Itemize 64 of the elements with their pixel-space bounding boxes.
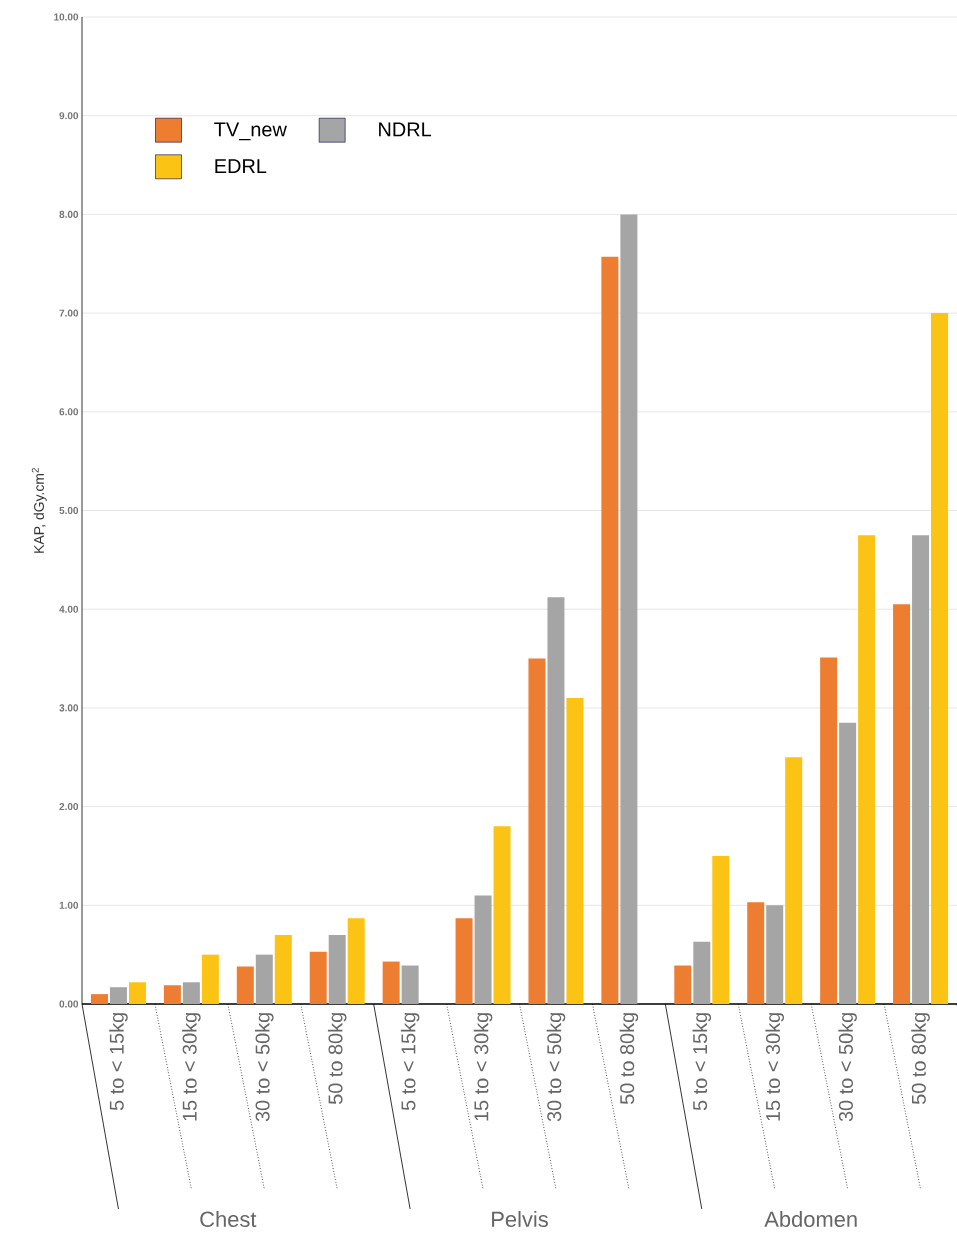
- y-tick-label: 1.00: [59, 901, 79, 909]
- x-tick-label: 50 to 80kg: [911, 1013, 930, 1105]
- y-tick-label: 0.00: [59, 1000, 79, 1008]
- bar: [693, 941, 711, 1004]
- legend-label: TV_new: [214, 122, 287, 141]
- x-tick-label: 15 to < 30kg: [473, 1013, 493, 1121]
- x-tick-label: 5 to < 15kg: [400, 1013, 420, 1111]
- bar: [309, 951, 327, 1004]
- text: Pelvis: [492, 1210, 548, 1228]
- bar: [620, 214, 638, 1004]
- bar: [785, 757, 803, 1004]
- x-tick-label: 30 to < 50kg: [255, 1013, 274, 1122]
- x-tick-label: 50 to 80kg: [327, 1013, 347, 1105]
- legend-label: EDRL: [215, 159, 267, 173]
- bar: [163, 985, 181, 1004]
- bar: [566, 698, 584, 1004]
- bar: [328, 934, 346, 1004]
- bar: [493, 826, 511, 1004]
- text: Chest: [200, 1210, 257, 1228]
- y-tick-label: 7.00: [59, 309, 79, 317]
- bar: [401, 965, 419, 1004]
- bar: [839, 722, 857, 1004]
- bar: [255, 954, 273, 1004]
- bar: [766, 905, 784, 1004]
- x-tick-label: 5 to < 15kg: [109, 1013, 128, 1111]
- bar: [236, 966, 254, 1004]
- bar: [601, 256, 619, 1004]
- x-tick-label: 50 to 80kg: [619, 1013, 639, 1105]
- bar: [674, 965, 692, 1004]
- y-tick-label: 4.00: [59, 605, 79, 613]
- bar: [128, 982, 146, 1004]
- y-tick-label: 10.00: [54, 13, 79, 21]
- bar: [893, 604, 911, 1004]
- bar: [547, 597, 565, 1004]
- legend-label: NDRL: [379, 122, 432, 137]
- y-tick-label: 6.00: [59, 408, 79, 416]
- bar: [912, 535, 930, 1004]
- bar: [931, 313, 949, 1004]
- bar: [455, 918, 473, 1004]
- bar: [747, 902, 765, 1004]
- y-tick-label: 3.00: [59, 704, 79, 712]
- bar: [201, 954, 219, 1004]
- bar: [90, 994, 108, 1004]
- bar: [274, 934, 292, 1004]
- bar: [712, 855, 730, 1004]
- y-tick-label: 5.00: [59, 506, 79, 515]
- bar: [820, 657, 838, 1004]
- y-axis-title: KAP, dGy.cm$^{2}$: [31, 468, 47, 553]
- x-tick-label: 30 to < 50kg: [838, 1013, 857, 1122]
- bar: [382, 961, 400, 1004]
- y-tick-label: 2.00: [59, 803, 79, 811]
- x-tick-label: 15 to < 30kg: [182, 1013, 201, 1121]
- x-tick-label: 30 to < 50kg: [546, 1013, 566, 1122]
- bar: [347, 918, 365, 1004]
- bar: [109, 987, 127, 1004]
- text: Abdomen: [764, 1210, 857, 1228]
- x-tick-label: 5 to < 15kg: [692, 1013, 712, 1111]
- bar: [474, 895, 492, 1004]
- bar: [858, 535, 876, 1004]
- x-tick-label: 15 to < 30kg: [765, 1013, 785, 1121]
- bar: [182, 982, 200, 1004]
- bar: [528, 658, 546, 1004]
- y-tick-label: 8.00: [59, 210, 79, 218]
- y-tick-label: 9.00: [59, 112, 79, 120]
